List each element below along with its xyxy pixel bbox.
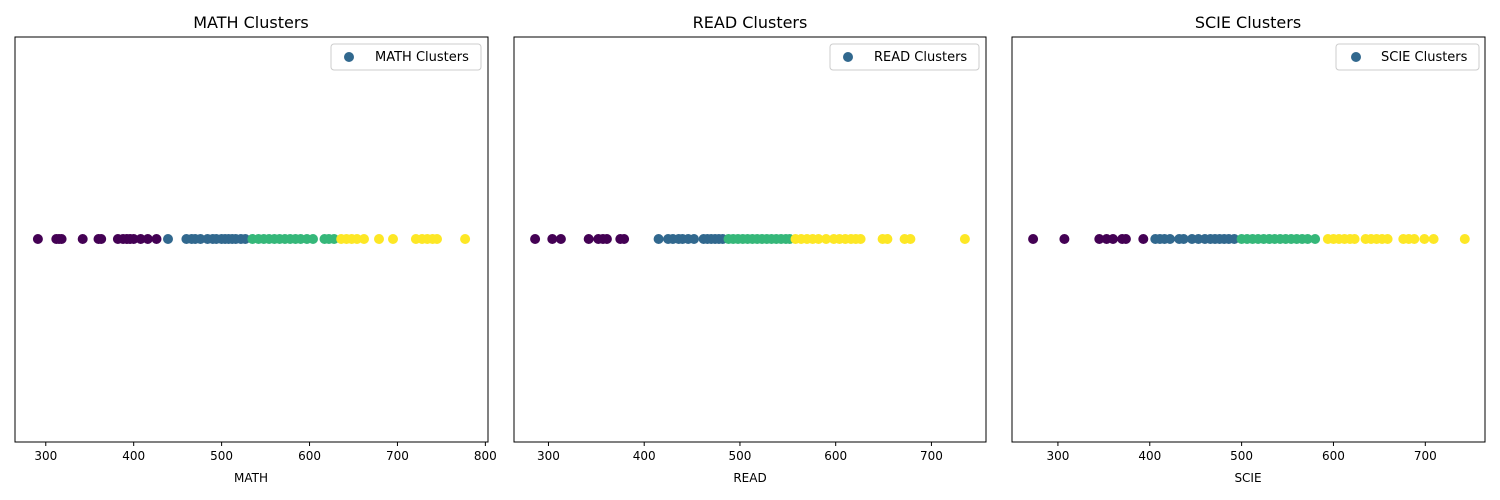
- panel-math: MATH Clusters 300 400 500 600 700 800 MATH MA…: [14, 13, 497, 485]
- data-point: [1165, 234, 1175, 244]
- legend-marker: [344, 52, 354, 62]
- data-point: [1178, 234, 1189, 244]
- data-point: [555, 234, 566, 244]
- data-point: [959, 234, 970, 244]
- data-point: [601, 234, 612, 244]
- x-tick-label: 600: [298, 449, 321, 463]
- data-point: [352, 234, 362, 244]
- legend-label: MATH Clusters: [375, 50, 469, 65]
- data-point: [32, 234, 43, 244]
- data-point: [1094, 234, 1105, 244]
- x-tick-label: 700: [386, 449, 409, 463]
- data-point: [1382, 234, 1393, 244]
- data-point: [460, 234, 471, 244]
- plot-frame: [513, 36, 987, 443]
- x-tick-label: 400: [633, 449, 656, 463]
- chart-title: READ Clusters: [693, 13, 808, 32]
- legend-label: SCIE Clusters: [1381, 50, 1468, 65]
- data-point: [530, 234, 541, 244]
- legend-marker: [843, 52, 853, 62]
- data-point: [163, 234, 173, 244]
- x-tick-label: 300: [34, 449, 57, 463]
- data-point: [1229, 234, 1240, 244]
- x-tick-label: 700: [1414, 449, 1437, 463]
- legend: READ Clusters: [829, 43, 980, 71]
- x-tick-label: 600: [824, 449, 847, 463]
- data-point: [240, 234, 251, 244]
- data-point: [1310, 234, 1321, 244]
- data-point: [619, 234, 630, 244]
- x-tick-label: 800: [474, 449, 497, 463]
- data-point: [142, 234, 153, 244]
- x-tick-label: 300: [537, 449, 560, 463]
- data-point: [1302, 234, 1313, 244]
- data-point: [308, 234, 318, 244]
- data-point: [1120, 234, 1131, 244]
- data-point: [77, 234, 88, 244]
- data-point: [1419, 234, 1430, 244]
- chart-title: SCIE Clusters: [1195, 13, 1301, 32]
- data-point: [855, 234, 866, 244]
- data-point: [1138, 234, 1149, 244]
- data-point: [813, 234, 824, 244]
- data-point: [583, 234, 594, 244]
- legend-frame: [829, 43, 980, 71]
- data-point: [1028, 234, 1039, 244]
- data-point: [195, 234, 206, 244]
- x-axis-ticks: 300 400 500 600 700 800: [34, 442, 497, 463]
- x-tick-label: 400: [1138, 449, 1161, 463]
- x-tick-label: 400: [122, 449, 145, 463]
- legend-frame: [330, 43, 482, 71]
- x-axis-ticks: 300 400 500 600 700: [537, 442, 943, 463]
- data-point: [653, 234, 664, 244]
- legend-frame: [1335, 43, 1480, 71]
- x-tick-label: 500: [210, 449, 233, 463]
- x-axis-label: SCIE: [1234, 471, 1261, 485]
- x-axis-label: MATH: [234, 471, 268, 485]
- data-point: [432, 234, 442, 244]
- x-tick-label: 700: [920, 449, 943, 463]
- data-point: [1459, 234, 1470, 244]
- data-point: [135, 234, 146, 244]
- panel-read: READ Clusters 300 400 500 600 700 READ READ …: [513, 13, 987, 485]
- scatter-marks: [32, 234, 471, 244]
- data-point: [1349, 234, 1360, 244]
- data-point: [151, 234, 162, 244]
- panel-scie: SCIE Clusters 300 400 500 600 700 SCIE SCIE …: [1011, 13, 1486, 485]
- data-point: [1409, 234, 1420, 244]
- data-point: [1428, 234, 1439, 244]
- plot-frame: [14, 36, 489, 443]
- x-tick-label: 600: [1322, 449, 1345, 463]
- scatter-marks: [530, 234, 970, 244]
- x-axis-label: READ: [733, 471, 766, 485]
- data-point: [1108, 234, 1118, 244]
- legend-label: READ Clusters: [874, 50, 967, 65]
- data-point: [905, 234, 916, 244]
- data-point: [329, 234, 340, 244]
- x-tick-label: 300: [1046, 449, 1069, 463]
- data-point: [547, 234, 558, 244]
- data-point: [821, 234, 832, 244]
- data-point: [1059, 234, 1070, 244]
- chart-title: MATH Clusters: [193, 13, 309, 32]
- data-point: [388, 234, 398, 244]
- data-point: [128, 234, 139, 244]
- data-point: [374, 234, 384, 244]
- data-point: [359, 234, 369, 244]
- data-point: [882, 234, 893, 244]
- legend-marker: [1351, 52, 1361, 62]
- x-tick-label: 500: [1230, 449, 1253, 463]
- plot-frame: [1011, 36, 1486, 443]
- legend: MATH Clusters: [330, 43, 482, 71]
- scatter-marks: [1028, 234, 1470, 244]
- data-point: [689, 234, 699, 244]
- x-tick-label: 500: [728, 449, 751, 463]
- legend: SCIE Clusters: [1335, 43, 1480, 71]
- data-point: [56, 234, 67, 244]
- x-axis-ticks: 300 400 500 600 700: [1046, 442, 1437, 463]
- data-point: [96, 234, 107, 244]
